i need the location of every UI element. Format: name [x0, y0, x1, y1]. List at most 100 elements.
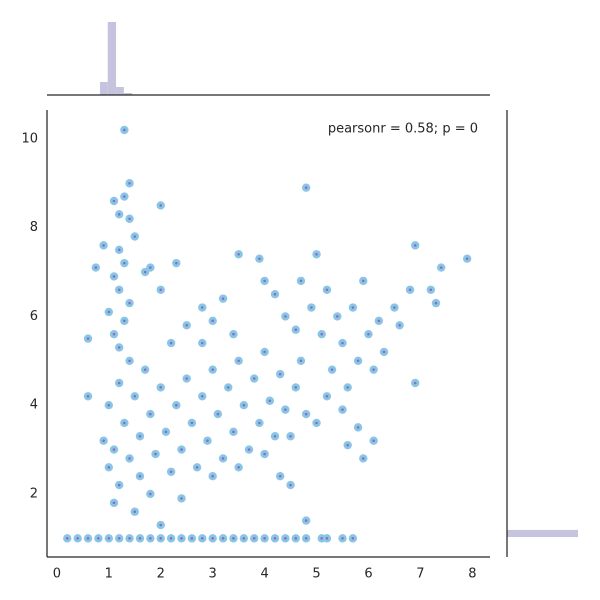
point-center — [206, 439, 209, 443]
point-center — [107, 403, 111, 407]
point-center — [289, 483, 292, 487]
point-center — [232, 537, 235, 540]
point-center — [284, 315, 287, 318]
point-center — [273, 537, 277, 540]
x-tick-label: 5 — [312, 567, 320, 582]
point-center — [258, 257, 261, 261]
point-center — [117, 537, 121, 540]
point-center — [169, 537, 173, 540]
x-tick-label: 1 — [105, 567, 113, 582]
point-center — [180, 497, 183, 500]
point-center — [341, 408, 344, 411]
point-center — [439, 266, 443, 269]
point-center — [346, 386, 349, 389]
point-center — [117, 248, 121, 252]
point-center — [242, 403, 246, 407]
point-center — [123, 195, 126, 198]
point-center — [356, 426, 360, 429]
histogram-bar — [116, 87, 124, 95]
point-center — [273, 434, 277, 438]
point-center — [123, 319, 126, 323]
point-center — [149, 266, 152, 269]
point-center — [190, 537, 194, 540]
point-center — [200, 537, 204, 540]
x-tick-label: 8 — [468, 567, 476, 582]
point-center — [310, 306, 313, 309]
point-center — [185, 323, 189, 327]
point-center — [258, 421, 261, 425]
point-center — [65, 537, 69, 540]
point-center — [154, 452, 157, 456]
annotation: pearsonr = 0.58; p = 0 — [328, 122, 478, 137]
point-center — [97, 537, 100, 540]
point-center — [320, 537, 324, 540]
x-tick-label: 3 — [209, 567, 217, 582]
y-tick-label: 6 — [30, 309, 38, 324]
point-center — [294, 328, 298, 332]
point-center — [211, 474, 214, 478]
point-center — [356, 359, 360, 363]
point-center — [117, 381, 121, 385]
point-center — [117, 288, 121, 292]
x-tick-label: 7 — [416, 567, 424, 582]
point-center — [175, 403, 178, 407]
point-center — [159, 288, 163, 292]
point-center — [325, 288, 329, 292]
point-center — [273, 292, 277, 296]
point-center — [372, 368, 375, 371]
point-center — [325, 395, 329, 398]
point-center — [304, 537, 308, 540]
point-center — [128, 181, 131, 185]
point-center — [247, 448, 251, 451]
point-center — [123, 261, 126, 265]
point-center — [268, 399, 272, 403]
point-center — [133, 235, 137, 238]
point-center — [299, 359, 303, 363]
point-center — [372, 439, 375, 443]
point-center — [216, 412, 220, 416]
point-center — [200, 306, 204, 309]
x-tick-label: 0 — [53, 567, 61, 582]
point-center — [94, 266, 98, 269]
point-center — [133, 510, 137, 514]
point-center — [289, 434, 292, 438]
point-center — [164, 430, 168, 434]
point-center — [169, 470, 173, 474]
point-center — [361, 279, 365, 283]
point-center — [408, 288, 412, 292]
point-center — [117, 483, 121, 487]
point-center — [336, 315, 339, 318]
point-center — [263, 279, 266, 283]
point-center — [413, 381, 417, 385]
point-center — [169, 341, 173, 345]
point-center — [112, 448, 116, 451]
point-center — [341, 341, 344, 345]
y-tick-label: 8 — [30, 220, 38, 235]
point-center — [434, 301, 438, 305]
x-tick-label: 4 — [260, 567, 268, 582]
point-center — [149, 537, 152, 540]
point-center — [304, 412, 308, 416]
point-center — [195, 466, 199, 469]
point-center — [107, 466, 111, 469]
point-center — [123, 421, 126, 425]
point-center — [211, 537, 214, 540]
point-center — [102, 439, 105, 443]
point-center — [232, 332, 235, 336]
y-tick-label: 10 — [21, 131, 38, 146]
point-center — [112, 275, 116, 278]
point-center — [284, 537, 287, 540]
point-center — [315, 421, 318, 425]
point-center — [263, 452, 266, 456]
point-center — [138, 537, 142, 540]
point-center — [143, 270, 147, 274]
point-center — [138, 434, 142, 438]
point-center — [138, 474, 142, 478]
point-center — [112, 332, 116, 336]
point-center — [252, 377, 256, 380]
point-center — [221, 537, 225, 540]
point-center — [263, 537, 266, 540]
point-center — [159, 523, 163, 527]
point-center — [190, 421, 194, 425]
